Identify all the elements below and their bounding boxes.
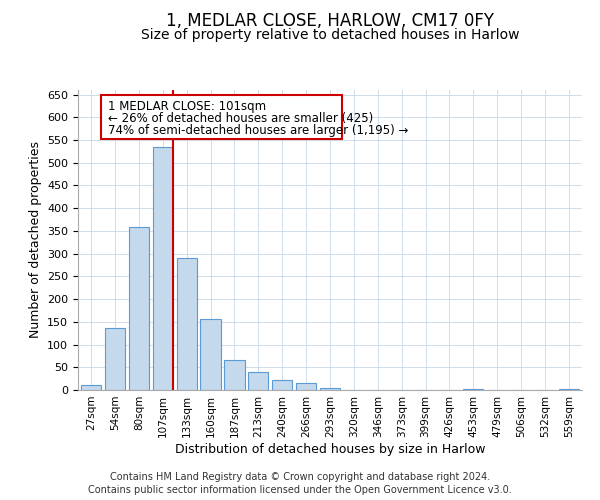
Text: 1 MEDLAR CLOSE: 101sqm: 1 MEDLAR CLOSE: 101sqm (108, 100, 266, 114)
Bar (296, 383, 316, 390)
Bar (152, 147, 173, 390)
Text: ← 26% of detached houses are smaller (425): ← 26% of detached houses are smaller (42… (108, 112, 373, 125)
Bar (463, 388, 484, 390)
Bar (248, 372, 268, 390)
Bar (105, 328, 125, 390)
Text: Contains public sector information licensed under the Open Government Licence v3: Contains public sector information licen… (88, 485, 512, 495)
Y-axis label: Number of detached properties: Number of detached properties (29, 142, 41, 338)
Text: 74% of semi-detached houses are larger (1,195) →: 74% of semi-detached houses are larger (… (108, 124, 408, 136)
Bar (200, 318, 221, 390)
Bar (129, 228, 149, 390)
FancyBboxPatch shape (101, 96, 342, 139)
Text: Size of property relative to detached houses in Harlow: Size of property relative to detached ho… (141, 28, 519, 42)
Text: 1, MEDLAR CLOSE, HARLOW, CM17 0FY: 1, MEDLAR CLOSE, HARLOW, CM17 0FY (166, 12, 494, 30)
Bar (81, 384, 101, 390)
Bar (224, 360, 245, 390)
Text: Contains HM Land Registry data © Crown copyright and database right 2024.: Contains HM Land Registry data © Crown c… (110, 472, 490, 482)
X-axis label: Distribution of detached houses by size in Harlow: Distribution of detached houses by size … (175, 442, 485, 456)
Bar (559, 388, 579, 390)
Bar (320, 388, 340, 390)
Bar (272, 380, 292, 390)
Bar (176, 258, 197, 390)
